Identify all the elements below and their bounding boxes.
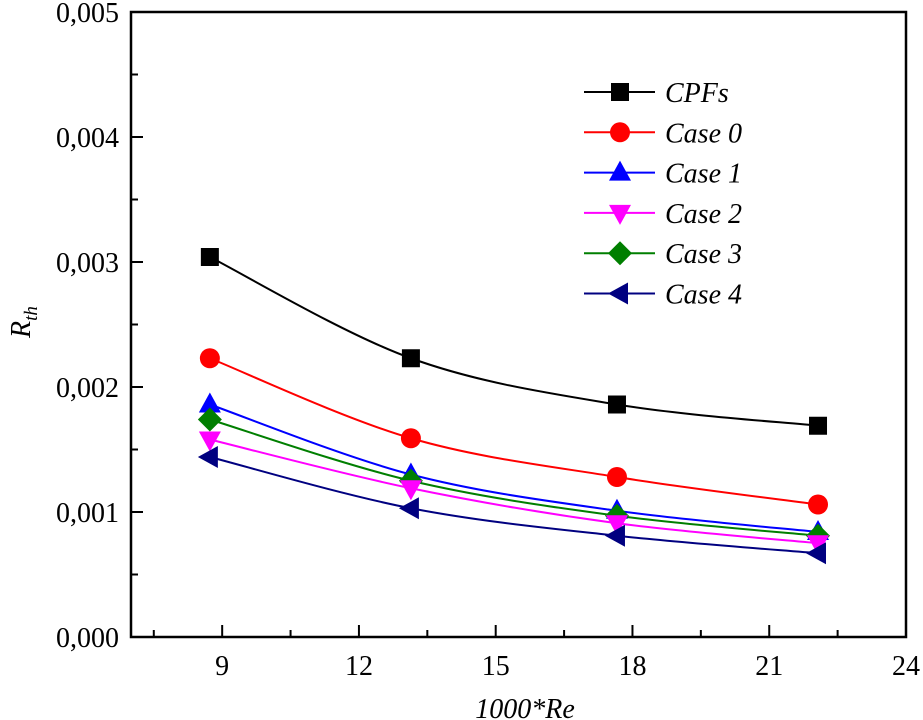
- data-point-case-2: [605, 515, 628, 536]
- x-tick-label: 12: [345, 651, 373, 682]
- data-point-case-0: [808, 494, 829, 515]
- data-point-case-0: [606, 467, 627, 487]
- plot-frame: [129, 10, 908, 639]
- data-point-cpfs: [809, 416, 828, 435]
- y-tick-label: 0,000: [56, 623, 119, 654]
- data-point-case-4: [806, 542, 827, 565]
- x-tick-label: 18: [618, 651, 646, 682]
- x-tick-label: 15: [482, 651, 510, 682]
- data-point-case-4: [604, 524, 625, 547]
- y-tick-label: 0,001: [56, 498, 119, 529]
- y-axis-title-subscript: th: [21, 306, 42, 321]
- legend-marker-case-3: [608, 241, 632, 266]
- series-line-case-1: [209, 403, 819, 533]
- series-line-cpfs: [209, 256, 819, 427]
- series-line-case-2: [209, 438, 819, 545]
- y-tick-label: 0,003: [56, 248, 119, 279]
- series-line-case-3: [209, 418, 819, 537]
- series-markers: [197, 248, 831, 565]
- legend-marker-case-2: [609, 204, 631, 225]
- y-axis-title: Rth: [6, 306, 42, 339]
- x-axis-title: 1000*Re: [475, 694, 575, 720]
- series-curves: [209, 256, 819, 555]
- data-point-case-1: [198, 392, 221, 413]
- series-line-case-0: [209, 357, 819, 506]
- legend-label-case-3: Case 3: [665, 239, 742, 270]
- x-tick-label: 21: [755, 651, 783, 682]
- data-point-case-0: [199, 348, 220, 369]
- data-point-case-0: [400, 428, 421, 449]
- data-point-case-4: [197, 446, 218, 468]
- data-point-cpfs: [200, 248, 219, 266]
- y-tick-label: 0,004: [56, 123, 119, 154]
- data-point-case-2: [807, 535, 830, 556]
- data-point-case-4: [398, 497, 419, 520]
- data-point-cpfs: [401, 349, 420, 368]
- legend-label-case-0: Case 0: [665, 118, 742, 149]
- legend-marker-case-1: [609, 160, 631, 181]
- y-axis-title-main: R: [6, 321, 37, 339]
- y-tick-label: 0,002: [56, 373, 119, 404]
- y-tick-label: 0,005: [56, 0, 119, 29]
- x-tick-label: 9: [215, 651, 229, 682]
- data-point-case-3: [197, 407, 222, 432]
- series-line-case-4: [209, 456, 819, 555]
- data-point-cpfs: [607, 395, 626, 414]
- x-tick-label: 24: [892, 651, 920, 682]
- axes: 9 12 15 18 21 24 0,000 0,001 0,002 0,003 0,004 0,00…: [56, 0, 920, 682]
- legend: CPFs Case 0 Case 1 Case 2 Case 3 Case 4: [584, 78, 742, 311]
- legend-label-case-1: Case 1: [665, 159, 742, 190]
- legend-marker-cpfs: [611, 83, 629, 101]
- legend-label-case-4: Case 4: [665, 280, 742, 311]
- legend-label-case-2: Case 2: [665, 199, 742, 230]
- data-point-case-2: [399, 480, 422, 501]
- legend-label-cpfs: CPFs: [665, 78, 729, 109]
- legend-marker-case-4: [608, 282, 628, 305]
- legend-marker-case-0: [610, 122, 630, 143]
- data-point-case-2: [198, 431, 221, 452]
